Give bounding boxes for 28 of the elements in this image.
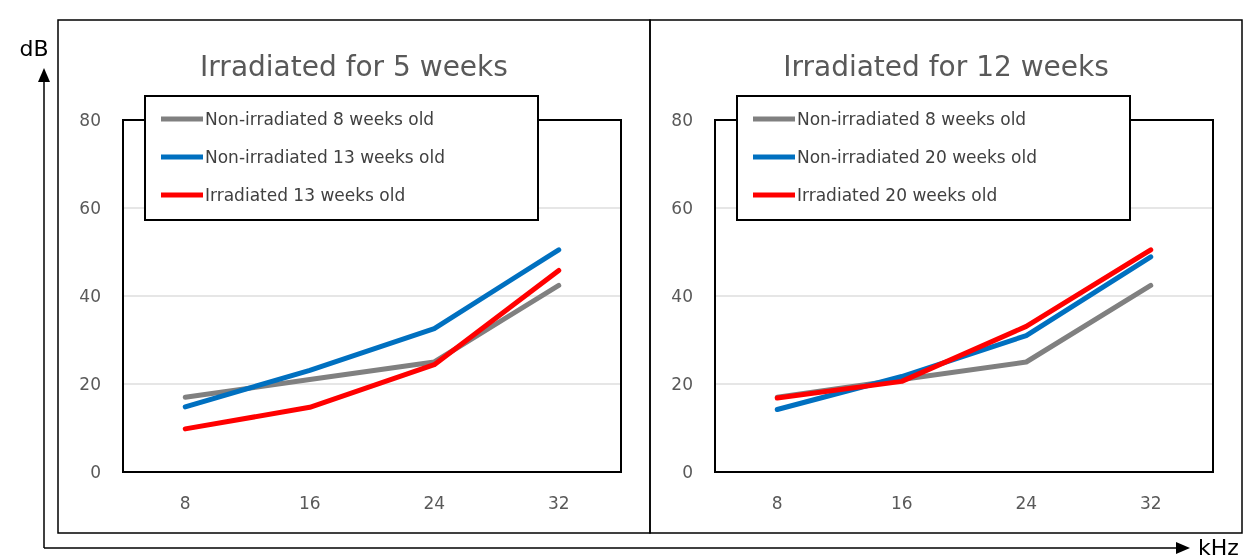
y-tick-label: 20 <box>671 374 693 394</box>
y-tick-label: 80 <box>671 110 693 130</box>
y-axis-title: dB <box>19 36 49 61</box>
legend-label: Non-irradiated 13 weeks old <box>205 147 445 167</box>
legend-label: Irradiated 20 weeks old <box>797 185 998 205</box>
legend-label: Non-irradiated 8 weeks old <box>205 109 435 129</box>
x-tick-label: 8 <box>179 493 191 513</box>
x-tick-label: 32 <box>547 493 570 513</box>
legend-label: Non-irradiated 8 weeks old <box>797 109 1027 129</box>
y-tick-label: 60 <box>671 198 693 218</box>
chart-title: Irradiated for 5 weeks <box>200 50 508 83</box>
legend-label: Non-irradiated 20 weeks old <box>797 147 1037 167</box>
x-tick-label: 16 <box>890 493 913 513</box>
y-tick-label: 0 <box>90 462 101 482</box>
y-tick-label: 60 <box>79 198 101 218</box>
x-tick-label: 24 <box>1015 493 1038 513</box>
x-tick-label: 16 <box>298 493 321 513</box>
y-tick-label: 0 <box>682 462 693 482</box>
x-tick-label: 24 <box>423 493 446 513</box>
y-tick-label: 20 <box>79 374 101 394</box>
chart-title: Irradiated for 12 weeks <box>783 50 1109 83</box>
y-tick-label: 80 <box>79 110 101 130</box>
x-tick-label: 32 <box>1139 493 1162 513</box>
x-axis-title: kHz <box>1198 535 1239 556</box>
y-tick-label: 40 <box>79 286 101 306</box>
y-tick-label: 40 <box>671 286 693 306</box>
legend-label: Irradiated 13 weeks old <box>205 185 406 205</box>
x-tick-label: 8 <box>771 493 783 513</box>
